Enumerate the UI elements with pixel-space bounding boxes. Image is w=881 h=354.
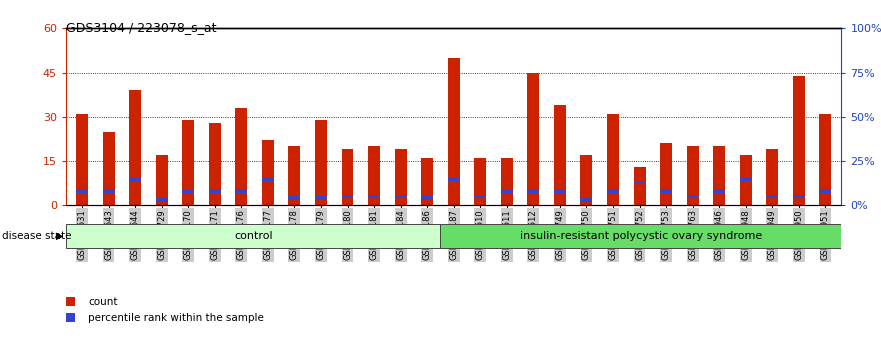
Bar	[500, 189, 513, 193]
Bar	[686, 195, 699, 198]
Bar	[395, 149, 407, 205]
Bar	[633, 181, 646, 184]
Bar	[474, 158, 486, 205]
Text: GDS3104 / 223078_s_at: GDS3104 / 223078_s_at	[66, 21, 217, 34]
Bar	[421, 158, 433, 205]
Bar	[288, 146, 300, 205]
Bar	[342, 149, 353, 205]
Bar	[182, 189, 194, 193]
Bar	[421, 196, 433, 200]
Bar	[581, 198, 592, 202]
Bar	[262, 141, 274, 205]
Bar	[581, 155, 592, 205]
Bar	[660, 189, 672, 193]
Bar	[368, 195, 380, 198]
Bar	[209, 189, 221, 193]
Bar	[448, 58, 460, 205]
Bar	[209, 123, 221, 205]
Bar	[76, 189, 88, 193]
Bar	[819, 189, 832, 193]
Bar	[740, 177, 751, 181]
Bar	[395, 195, 407, 198]
Text: control: control	[233, 231, 272, 241]
Bar	[235, 108, 248, 205]
Text: count: count	[88, 297, 117, 307]
Bar	[528, 189, 539, 193]
Bar	[766, 149, 778, 205]
Bar	[130, 90, 141, 205]
Bar	[793, 195, 805, 198]
Bar	[740, 155, 751, 205]
Bar	[714, 146, 725, 205]
Bar	[102, 189, 115, 193]
Bar	[315, 120, 327, 205]
Text: insulin-resistant polycystic ovary syndrome: insulin-resistant polycystic ovary syndr…	[520, 231, 762, 241]
Bar	[66, 224, 440, 248]
Bar	[686, 146, 699, 205]
Bar	[528, 73, 539, 205]
Bar	[500, 158, 513, 205]
Bar	[342, 195, 353, 198]
Bar	[315, 196, 327, 200]
Bar	[766, 195, 778, 198]
Bar	[633, 167, 646, 205]
Bar	[474, 195, 486, 198]
Bar	[368, 146, 380, 205]
Bar	[288, 196, 300, 200]
Bar	[102, 132, 115, 205]
Bar	[554, 189, 566, 193]
Text: disease state: disease state	[2, 231, 71, 241]
Bar	[262, 177, 274, 181]
Bar	[607, 189, 619, 193]
Bar	[793, 75, 805, 205]
Text: percentile rank within the sample: percentile rank within the sample	[88, 313, 264, 322]
Bar	[130, 177, 141, 181]
Bar	[76, 114, 88, 205]
Text: ▶: ▶	[56, 231, 64, 241]
Bar	[660, 143, 672, 205]
Bar	[819, 114, 832, 205]
Bar	[607, 114, 619, 205]
Bar	[448, 177, 460, 181]
Bar	[714, 189, 725, 193]
Bar	[440, 224, 841, 248]
Bar	[156, 198, 167, 202]
Bar	[182, 120, 194, 205]
Bar	[554, 105, 566, 205]
Bar	[235, 189, 248, 193]
Bar	[156, 155, 167, 205]
